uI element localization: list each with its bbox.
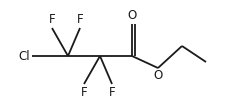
Text: F: F [108,86,115,99]
Text: O: O [153,69,162,82]
Text: F: F [48,13,55,26]
Text: F: F [80,86,87,99]
Text: Cl: Cl [18,50,30,62]
Text: F: F [76,13,83,26]
Text: O: O [127,9,136,22]
